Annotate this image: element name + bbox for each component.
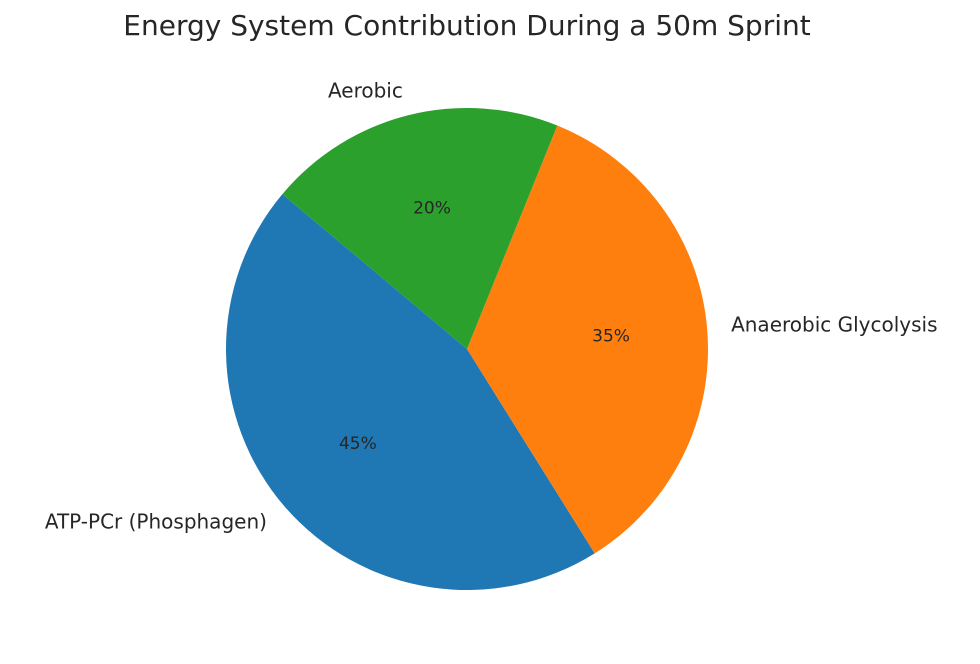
pie-wedge [467, 125, 708, 554]
chart-title: Energy System Contribution During a 50m … [123, 9, 810, 42]
value-label: 45% [339, 434, 377, 454]
pie-wedge [282, 107, 558, 349]
pie-wedge [226, 194, 595, 591]
category-label: Anaerobic Glycolysis [731, 312, 937, 336]
value-label: 35% [592, 326, 630, 346]
category-label: Aerobic [328, 78, 403, 102]
value-label: 20% [413, 199, 451, 219]
category-label: ATP-PCr (Phosphagen) [45, 509, 267, 533]
